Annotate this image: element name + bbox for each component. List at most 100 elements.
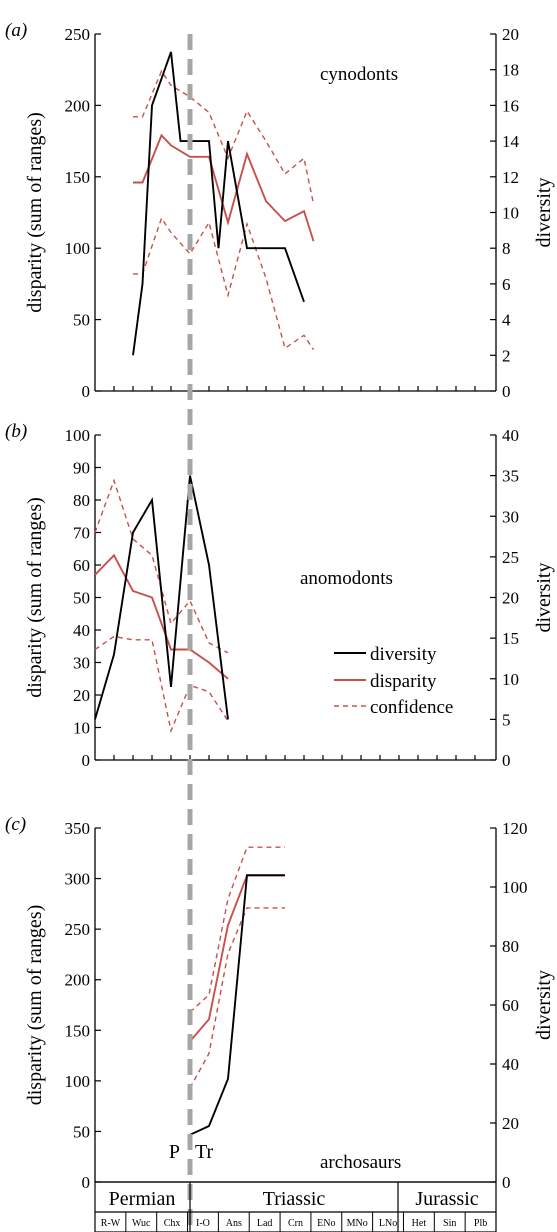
confidence-upper-line bbox=[94, 478, 229, 654]
disparity-line bbox=[189, 874, 285, 1043]
right-axis-title: diversity bbox=[533, 970, 555, 1040]
right-tick-label: 16 bbox=[502, 96, 519, 115]
left-axis-title: disparity (sum of ranges) bbox=[24, 497, 46, 698]
stage-label: ENo bbox=[317, 1218, 335, 1229]
left-axis-title: disparity (sum of ranges) bbox=[24, 905, 46, 1106]
left-tick-label: 0 bbox=[82, 751, 91, 770]
left-tick-label: 100 bbox=[65, 1072, 91, 1091]
stage-label: Chx bbox=[164, 1218, 181, 1229]
chart-panel: 0 10 20 30 40 50 60 70 80 90 100 0 5 10 15 20 25 30 35 40 (b… bbox=[5, 421, 555, 770]
right-tick-label: 12 bbox=[502, 168, 519, 187]
panel-title: cynodonts bbox=[320, 64, 398, 85]
right-tick-label: 30 bbox=[502, 507, 519, 526]
left-tick-label: 10 bbox=[73, 719, 90, 738]
confidence-lower-line bbox=[189, 907, 285, 1089]
left-tick-label: 60 bbox=[73, 556, 90, 575]
right-tick-label: 80 bbox=[502, 937, 519, 956]
legend: diversity disparity confidence bbox=[334, 644, 453, 718]
stage-label: MNo bbox=[347, 1218, 368, 1229]
right-tick-label: 2 bbox=[502, 346, 511, 365]
left-tick-label: 300 bbox=[65, 870, 91, 889]
left-tick-label: 40 bbox=[73, 621, 90, 640]
stage-label: R-W bbox=[101, 1218, 121, 1229]
right-tick-label: 10 bbox=[502, 670, 519, 689]
legend-disparity-label: disparity bbox=[370, 671, 437, 692]
right-tick-label: 20 bbox=[502, 1114, 519, 1133]
left-tick-label: 100 bbox=[65, 426, 91, 445]
period-label-permian: Permian bbox=[109, 1188, 176, 1210]
left-tick-label: 100 bbox=[65, 239, 91, 258]
panel-title: anomodonts bbox=[300, 568, 393, 589]
geologic-timescale: Permian Triassic Jurassic R-W Wuc Chx I-O An… bbox=[94, 1181, 497, 1232]
left-tick-label: 20 bbox=[73, 686, 90, 705]
right-tick-label: 15 bbox=[502, 629, 519, 648]
confidence-upper-line bbox=[133, 69, 315, 205]
right-tick-label: 35 bbox=[502, 467, 519, 486]
right-tick-label: 10 bbox=[502, 204, 519, 223]
period-label-triassic: Triassic bbox=[263, 1188, 326, 1210]
right-tick-label: 14 bbox=[502, 132, 520, 151]
panel-label: (a) bbox=[5, 20, 27, 41]
stage-label: I-O bbox=[196, 1218, 210, 1229]
left-tick-label: 50 bbox=[73, 1122, 90, 1141]
stage-label: Lad bbox=[257, 1218, 273, 1229]
left-tick-label: 150 bbox=[65, 168, 91, 187]
disparity-line bbox=[94, 553, 229, 680]
stage-label: Wuc bbox=[132, 1218, 151, 1229]
boundary-label-tr: Tr bbox=[195, 1141, 214, 1163]
right-tick-label: 40 bbox=[502, 1055, 519, 1074]
right-tick-label: 6 bbox=[502, 275, 511, 294]
legend-confidence-label: confidence bbox=[370, 697, 453, 718]
stage-label: Het bbox=[412, 1218, 427, 1229]
right-tick-label: 120 bbox=[502, 819, 528, 838]
left-tick-label: 250 bbox=[65, 920, 91, 939]
confidence-lower-line bbox=[133, 216, 315, 350]
stage-label: LNo bbox=[379, 1218, 397, 1229]
stage-label: Ans bbox=[226, 1218, 242, 1229]
right-tick-label: 40 bbox=[502, 426, 519, 445]
legend-diversity-label: diversity bbox=[370, 644, 437, 665]
left-tick-label: 200 bbox=[65, 96, 91, 115]
left-tick-label: 0 bbox=[82, 382, 91, 401]
right-tick-label: 18 bbox=[502, 61, 519, 80]
left-tick-label: 90 bbox=[73, 459, 90, 478]
right-tick-label: 8 bbox=[502, 239, 511, 258]
left-tick-label: 150 bbox=[65, 1021, 91, 1040]
right-tick-label: 4 bbox=[502, 311, 511, 330]
left-tick-label: 70 bbox=[73, 524, 90, 543]
panel-title: archosaurs bbox=[320, 1152, 401, 1173]
right-axis-title: diversity bbox=[533, 563, 555, 633]
right-axis-title: diversity bbox=[533, 178, 555, 248]
left-tick-label: 80 bbox=[73, 491, 90, 510]
timescale-frame bbox=[94, 1181, 497, 1232]
right-tick-label: 60 bbox=[502, 996, 519, 1015]
panel-label: (c) bbox=[5, 814, 26, 835]
left-tick-label: 50 bbox=[73, 311, 90, 330]
stage-label: Sin bbox=[443, 1218, 456, 1229]
left-tick-label: 200 bbox=[65, 971, 91, 990]
chart-panel: 0 50 100 150 200 250 300 350 0 20 40 60 80 100 120 (c) a… bbox=[5, 814, 555, 1192]
right-tick-label: 0 bbox=[502, 1173, 511, 1192]
diversity-line bbox=[94, 475, 229, 720]
chart-panels: 05010015020025002468101214161820(a)cynod… bbox=[5, 20, 555, 1192]
left-tick-label: 350 bbox=[65, 819, 91, 838]
left-tick-label: 30 bbox=[73, 654, 90, 673]
right-tick-label: 0 bbox=[502, 382, 511, 401]
diversity-line bbox=[189, 874, 285, 1136]
right-tick-label: 20 bbox=[502, 589, 519, 608]
right-tick-label: 25 bbox=[502, 548, 519, 567]
stage-cells: R-W Wuc Chx I-O Ans Lad Crn ENo MNo LNo Het Sin Plb bbox=[101, 1212, 487, 1232]
period-label-jurassic: Jurassic bbox=[415, 1188, 478, 1210]
right-tick-label: 5 bbox=[502, 710, 511, 729]
stage-label: Plb bbox=[474, 1218, 487, 1229]
disparity-line bbox=[133, 133, 315, 242]
left-tick-label: 250 bbox=[65, 25, 91, 44]
right-tick-label: 100 bbox=[502, 878, 528, 897]
panel-label: (b) bbox=[5, 421, 27, 442]
diversity-line bbox=[132, 51, 305, 356]
left-axis-title: disparity (sum of ranges) bbox=[24, 112, 46, 313]
boundary-label-p: P bbox=[169, 1141, 180, 1163]
right-tick-label: 0 bbox=[502, 751, 511, 770]
chart-panel: 0 50 100 150 200 250 0 2 4 6 8 10 12 14 16 18 20 (a) cynod… bbox=[5, 20, 555, 401]
